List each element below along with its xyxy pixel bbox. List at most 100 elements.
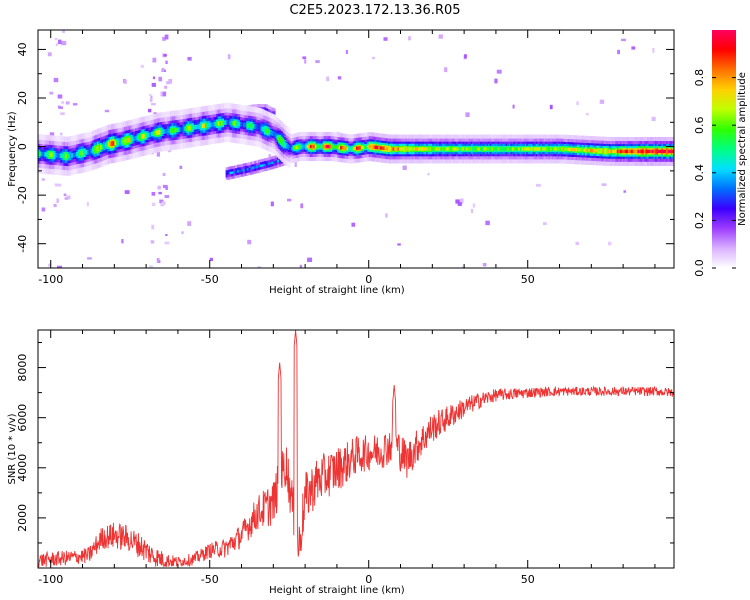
heatmap-speckle xyxy=(158,76,163,82)
heatmap-cell xyxy=(332,145,336,149)
heatmap-cell xyxy=(278,137,282,142)
heatmap-cell xyxy=(225,120,229,125)
heatmap-cell xyxy=(384,146,388,151)
heatmap-speckle xyxy=(294,162,297,167)
heatmap-cell xyxy=(198,124,202,129)
heatmap-cell xyxy=(292,146,296,150)
heatmap-cell xyxy=(448,147,452,151)
heatmap-speckle xyxy=(161,201,166,205)
heatmap-speckle xyxy=(64,197,69,200)
y-tick-label: -20 xyxy=(16,186,29,204)
heatmap-cell xyxy=(435,147,439,151)
heatmap-speckle xyxy=(163,54,167,57)
y-axis-title: SNR (10 * v/v) xyxy=(7,413,18,484)
heatmap-cell xyxy=(537,147,541,151)
heatmap-cell xyxy=(557,147,561,151)
heatmap-cell xyxy=(316,144,320,149)
heatmap-speckle xyxy=(86,201,89,207)
heatmap-cell xyxy=(225,174,230,178)
heatmap-cell xyxy=(206,122,210,128)
heatmap-speckle xyxy=(482,263,487,267)
heatmap-cell xyxy=(271,163,275,167)
heatmap-speckle xyxy=(151,192,156,196)
heatmap-cell xyxy=(136,135,140,140)
heatmap-speckle xyxy=(287,198,292,202)
heatmap-cell xyxy=(379,146,383,150)
heatmap-cell xyxy=(252,104,257,108)
heatmap-speckle xyxy=(53,77,59,83)
heatmap-cell xyxy=(526,147,530,151)
heatmap-cell xyxy=(149,132,153,137)
heatmap-cell xyxy=(233,121,237,126)
heatmap-cell xyxy=(370,145,374,149)
heatmap-cell xyxy=(524,147,528,151)
heatmap-cell xyxy=(142,133,146,139)
heatmap-cell xyxy=(259,168,264,172)
heatmap-cell xyxy=(76,151,80,157)
heatmap-cell xyxy=(538,147,542,151)
heatmap-cell xyxy=(259,159,264,163)
x-tick-label: 50 xyxy=(521,273,535,286)
heatmap-cell xyxy=(271,160,275,164)
heatmap-cell xyxy=(494,147,498,151)
heatmap-cell xyxy=(53,152,57,158)
heatmap-speckle xyxy=(62,30,65,33)
heatmap-cell xyxy=(274,133,278,139)
x-tick-label: 50 xyxy=(521,573,535,586)
heatmap-cell xyxy=(93,147,97,152)
heatmap-cell xyxy=(251,123,255,129)
heatmap-cell xyxy=(133,136,137,141)
heatmap-cell xyxy=(240,173,245,177)
heatmap-cell xyxy=(44,152,48,157)
heatmap-cell xyxy=(624,149,628,154)
heatmap-cell xyxy=(613,149,617,154)
heatmap-speckle xyxy=(165,186,168,191)
heatmap-cell xyxy=(58,153,62,158)
heatmap-cell xyxy=(174,127,178,133)
heatmap-cell xyxy=(229,173,233,177)
heatmap-cell xyxy=(378,146,382,150)
heatmap-cell xyxy=(295,145,299,150)
heatmap-cell xyxy=(349,147,353,151)
heatmap-cell xyxy=(279,161,283,165)
heatmap-cell xyxy=(562,147,566,151)
heatmap-cell xyxy=(267,162,272,166)
heatmap-cell xyxy=(250,161,254,165)
heatmap-cell xyxy=(138,135,142,140)
heatmap-cell xyxy=(267,164,272,168)
heatmap-cell xyxy=(584,148,588,152)
heatmap-cell xyxy=(237,172,241,176)
heatmap-cell xyxy=(261,158,266,162)
heatmap-cell xyxy=(246,123,250,128)
heatmap-cell xyxy=(596,149,600,153)
heatmap-cell xyxy=(227,174,232,178)
heatmap-cell xyxy=(271,158,275,162)
heatmap-cell xyxy=(548,147,552,151)
heatmap-cell xyxy=(472,147,476,151)
heatmap-cell xyxy=(279,163,283,167)
heatmap-cell xyxy=(246,172,251,176)
heatmap-cell xyxy=(376,145,380,150)
heatmap-speckle xyxy=(66,195,71,200)
x-axis-title: Height of straight line (km) xyxy=(269,585,405,596)
heatmap-cell xyxy=(258,164,262,168)
heatmap-speckle xyxy=(58,106,64,109)
heatmap-cell xyxy=(115,140,119,145)
heatmap-speckle xyxy=(326,76,330,82)
heatmap-cell xyxy=(119,139,123,145)
heatmap-cell xyxy=(209,122,213,127)
heatmap-cell xyxy=(96,146,100,151)
heatmap-cell xyxy=(656,149,660,154)
heatmap-cell xyxy=(416,147,420,151)
heatmap-speckle xyxy=(304,59,307,64)
heatmap-cell xyxy=(222,120,226,126)
heatmap-cell xyxy=(154,130,158,136)
heatmap-cell xyxy=(362,145,366,150)
heatmap-speckle xyxy=(464,54,467,58)
heatmap-cell xyxy=(400,147,404,151)
heatmap-cell xyxy=(429,147,433,151)
heatmap-cell xyxy=(522,147,526,151)
heatmap-speckle xyxy=(549,104,553,110)
heatmap-cell xyxy=(279,138,283,144)
